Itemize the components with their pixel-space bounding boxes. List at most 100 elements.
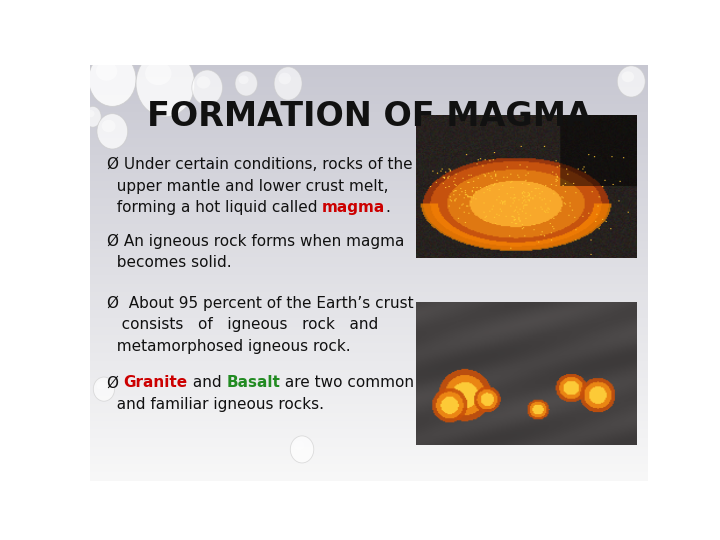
Bar	[90, 205, 648, 206]
Text: Ø Under certain conditions, rocks of the: Ø Under certain conditions, rocks of the	[107, 157, 413, 172]
Bar	[90, 280, 648, 281]
Bar	[90, 339, 648, 341]
Bar	[90, 143, 648, 144]
Bar	[90, 75, 648, 76]
Bar	[90, 346, 648, 348]
Text: magma: magma	[322, 200, 385, 215]
Bar	[90, 152, 648, 153]
Bar	[90, 141, 648, 143]
Bar	[90, 292, 648, 294]
Ellipse shape	[274, 67, 302, 100]
Bar	[90, 381, 648, 382]
Bar	[90, 253, 648, 255]
Bar	[90, 195, 648, 197]
Bar	[90, 348, 648, 349]
Bar	[90, 169, 648, 170]
Bar	[90, 70, 648, 72]
Bar	[90, 90, 648, 91]
Bar	[90, 145, 648, 146]
Bar	[90, 456, 648, 457]
Bar	[90, 178, 648, 180]
Bar	[90, 436, 648, 437]
Bar	[90, 220, 648, 221]
Bar	[90, 146, 648, 148]
Bar	[90, 172, 648, 173]
Bar	[90, 131, 648, 133]
Bar	[90, 334, 648, 335]
Bar	[90, 239, 648, 241]
Bar	[90, 202, 648, 204]
Bar	[90, 463, 648, 464]
Bar	[90, 410, 648, 411]
Ellipse shape	[89, 52, 136, 106]
Bar	[90, 174, 648, 176]
Bar	[90, 167, 648, 168]
Text: FORMATION OF MAGMA: FORMATION OF MAGMA	[147, 100, 591, 133]
Bar	[90, 395, 648, 396]
Bar	[90, 449, 648, 450]
Ellipse shape	[87, 110, 94, 117]
Bar	[90, 77, 648, 79]
Bar	[90, 310, 648, 312]
Bar	[90, 329, 648, 331]
Bar	[90, 474, 648, 475]
Bar	[90, 309, 648, 310]
Bar	[90, 431, 648, 432]
Bar	[90, 66, 648, 68]
Bar	[90, 170, 648, 172]
Bar	[90, 95, 648, 97]
Bar	[90, 228, 648, 230]
Bar	[90, 380, 648, 381]
Bar	[90, 367, 648, 368]
Bar	[90, 180, 648, 181]
Bar	[90, 199, 648, 201]
Bar	[90, 322, 648, 324]
Bar	[90, 437, 648, 439]
Bar	[90, 373, 648, 374]
Bar	[90, 97, 648, 98]
Ellipse shape	[294, 441, 305, 450]
Bar	[90, 382, 648, 383]
Text: Ø  About 95 percent of the Earth’s crust: Ø About 95 percent of the Earth’s crust	[107, 295, 413, 311]
Bar	[90, 302, 648, 303]
Bar	[90, 231, 648, 233]
Bar	[90, 144, 648, 145]
Bar	[90, 321, 648, 322]
Bar	[90, 216, 648, 217]
Bar	[90, 83, 648, 84]
Bar	[90, 457, 648, 458]
Text: becomes solid.: becomes solid.	[107, 255, 231, 270]
Bar	[90, 359, 648, 360]
Text: forming a hot liquid called: forming a hot liquid called	[107, 200, 322, 215]
Bar	[90, 237, 648, 238]
Bar	[90, 403, 648, 404]
Bar	[90, 284, 648, 285]
Bar	[90, 98, 648, 99]
Bar	[90, 122, 648, 123]
Bar	[90, 217, 648, 219]
Bar	[90, 204, 648, 205]
Bar	[90, 453, 648, 454]
Bar	[90, 352, 648, 353]
Bar	[90, 160, 648, 162]
Bar	[90, 421, 648, 422]
Bar	[90, 468, 648, 469]
Ellipse shape	[94, 377, 114, 401]
Bar	[90, 156, 648, 158]
Bar	[90, 211, 648, 212]
Bar	[90, 319, 648, 320]
Bar	[90, 102, 648, 104]
Bar	[90, 458, 648, 460]
Bar	[90, 328, 648, 329]
Bar	[90, 306, 648, 307]
Bar	[90, 472, 648, 474]
Bar	[90, 467, 648, 468]
Bar	[90, 266, 648, 267]
Bar	[90, 442, 648, 443]
Bar	[90, 399, 648, 400]
Bar	[90, 361, 648, 363]
Bar	[90, 258, 648, 259]
Bar	[90, 114, 648, 116]
Bar	[90, 116, 648, 118]
Bar	[90, 73, 648, 75]
